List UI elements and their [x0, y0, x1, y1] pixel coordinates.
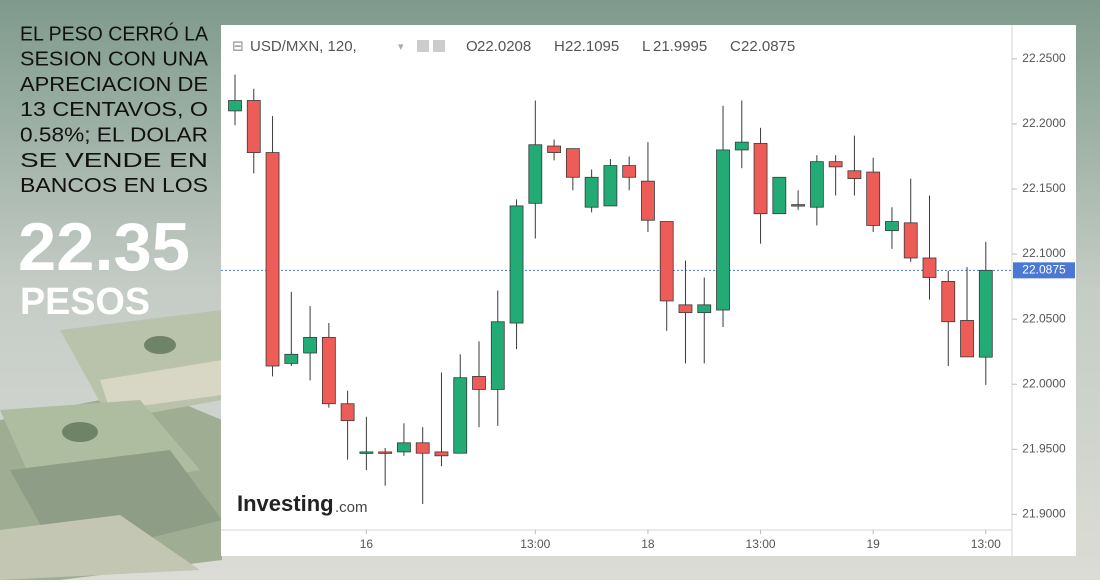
candle-body	[978, 269, 993, 358]
candle-body	[509, 205, 524, 324]
candle-body	[659, 221, 674, 302]
headline-line: BANCOS EN LOS	[20, 175, 208, 197]
last-price-label: 22.0875	[1022, 263, 1066, 277]
candle-body	[415, 442, 430, 454]
candle-body	[340, 403, 355, 422]
x-tick-label: 13:00	[520, 537, 550, 551]
x-tick-label: 13:00	[746, 537, 776, 551]
candle-body	[584, 176, 599, 208]
candle-body	[490, 321, 505, 390]
candle-body	[809, 161, 824, 208]
symbol-title: USD/MXN, 120,	[250, 38, 357, 55]
candle-body	[828, 161, 843, 168]
candle-body	[622, 165, 637, 178]
candle-body	[565, 148, 580, 178]
x-tick-label: 18	[641, 537, 655, 551]
candle-body	[528, 144, 543, 204]
watermark: Investing	[237, 491, 334, 516]
headline-line: APRECIACION DE	[20, 74, 208, 96]
ohlc-key: C	[730, 38, 741, 55]
headline-price: 22.35	[18, 209, 190, 285]
ohlc-key: O	[466, 38, 478, 55]
candle-body	[885, 221, 899, 232]
headline-unit: PESOS	[20, 281, 150, 323]
y-tick-label: 22.1500	[1022, 181, 1066, 195]
money-illustration	[0, 310, 222, 580]
ohlc-value: 21.9995	[653, 38, 707, 55]
headline-line: 0.58%; EL DOLAR	[20, 124, 208, 146]
candle-body	[941, 281, 956, 323]
headline-line: SE VENDE EN	[20, 150, 208, 172]
ohlc-key: H	[554, 38, 565, 55]
candle-body	[378, 451, 393, 454]
last-price-box	[1013, 262, 1075, 279]
candle-body	[472, 376, 486, 390]
candle-body	[321, 336, 336, 405]
headline-line: 13 CENTAVOS, O	[20, 99, 208, 121]
candle-body	[678, 304, 693, 314]
y-tick-label: 22.2500	[1022, 51, 1066, 65]
candle-body	[960, 320, 974, 358]
candle-body	[397, 442, 411, 453]
candle-body	[265, 152, 280, 367]
candle-body	[246, 100, 261, 153]
headline-line: SESION CON UNA	[20, 49, 209, 71]
y-tick-label: 22.0000	[1022, 376, 1066, 390]
candle-body	[603, 165, 618, 207]
x-tick-label: 13:00	[971, 537, 1001, 551]
y-tick-label: 22.1000	[1022, 246, 1066, 260]
candle-body	[734, 141, 749, 151]
settings-icon[interactable]	[433, 40, 445, 52]
chart-panel	[221, 25, 1076, 556]
candle-body	[547, 145, 561, 153]
candle-body	[284, 353, 299, 364]
candle-body	[847, 170, 862, 179]
candle-body	[641, 180, 655, 221]
chart-icon: ⊟	[232, 38, 244, 54]
candle-body	[697, 304, 712, 314]
y-tick-label: 21.9000	[1022, 507, 1066, 521]
ohlc-value: 22.1095	[565, 38, 619, 55]
y-tick-label: 21.9500	[1022, 441, 1066, 455]
candle-body	[772, 176, 787, 215]
candle-body	[866, 171, 881, 226]
y-tick-label: 22.2000	[1022, 116, 1066, 130]
x-tick-label: 16	[360, 537, 374, 551]
candle-body	[903, 222, 918, 259]
y-tick-label: 22.0500	[1022, 311, 1066, 325]
candle-body	[922, 257, 937, 278]
headline-line: EL PESO CERRÓ LA	[20, 22, 209, 45]
ohlc-key: L	[642, 38, 650, 55]
candle-body	[753, 143, 768, 215]
candle-body	[434, 451, 449, 457]
dropdown-icon[interactable]: ▾	[398, 41, 404, 53]
eye-icon[interactable]	[417, 40, 429, 52]
candle-body	[716, 149, 730, 311]
candle-body	[791, 204, 805, 207]
ohlc-value: 22.0208	[477, 38, 531, 55]
watermark-suffix: .com	[335, 499, 368, 516]
ohlc-value: 22.0875	[741, 38, 795, 55]
candle-body	[453, 377, 468, 454]
candle-body	[228, 100, 242, 112]
x-tick-label: 19	[867, 537, 881, 551]
candle-body	[359, 451, 374, 454]
candle-body	[303, 336, 317, 354]
